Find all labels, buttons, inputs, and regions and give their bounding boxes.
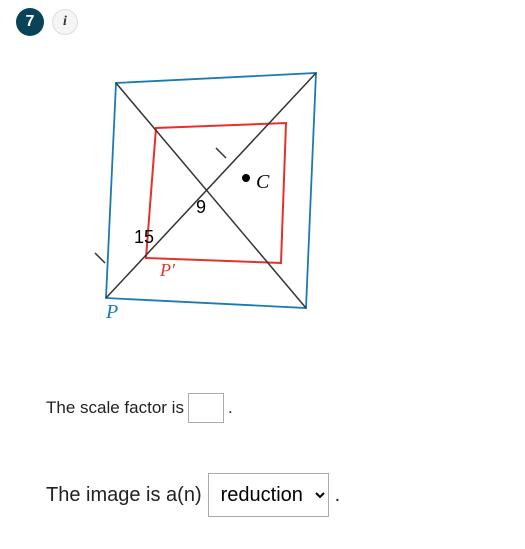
diagonal-2 bbox=[116, 83, 306, 308]
label-15: 15 bbox=[134, 227, 154, 247]
info-button[interactable]: i bbox=[52, 9, 78, 35]
info-icon: i bbox=[63, 14, 67, 30]
scale-factor-row: The scale factor is . bbox=[46, 393, 509, 423]
dilation-diagram: C 9 15 P′ P bbox=[56, 48, 509, 333]
scale-factor-prefix: The scale factor is bbox=[46, 398, 184, 418]
tick-outer bbox=[95, 253, 105, 263]
scale-factor-input[interactable] bbox=[188, 393, 224, 423]
image-type-select[interactable]: reduction bbox=[208, 473, 329, 517]
question-header: 7 i bbox=[16, 8, 509, 36]
image-type-suffix: . bbox=[335, 484, 341, 507]
question-number: 7 bbox=[26, 13, 35, 31]
label-Pprime: P′ bbox=[159, 260, 176, 280]
scale-factor-suffix: . bbox=[228, 398, 233, 418]
image-type-row: The image is a(n) reduction . bbox=[46, 473, 509, 517]
center-point bbox=[242, 174, 250, 182]
question-number-badge: 7 bbox=[16, 8, 44, 36]
label-P: P bbox=[105, 301, 118, 323]
label-C: C bbox=[256, 171, 270, 193]
diagram-svg: C 9 15 P′ P bbox=[56, 48, 356, 328]
label-9: 9 bbox=[196, 197, 206, 217]
image-type-prefix: The image is a(n) bbox=[46, 484, 202, 507]
tick-inner bbox=[216, 148, 226, 158]
